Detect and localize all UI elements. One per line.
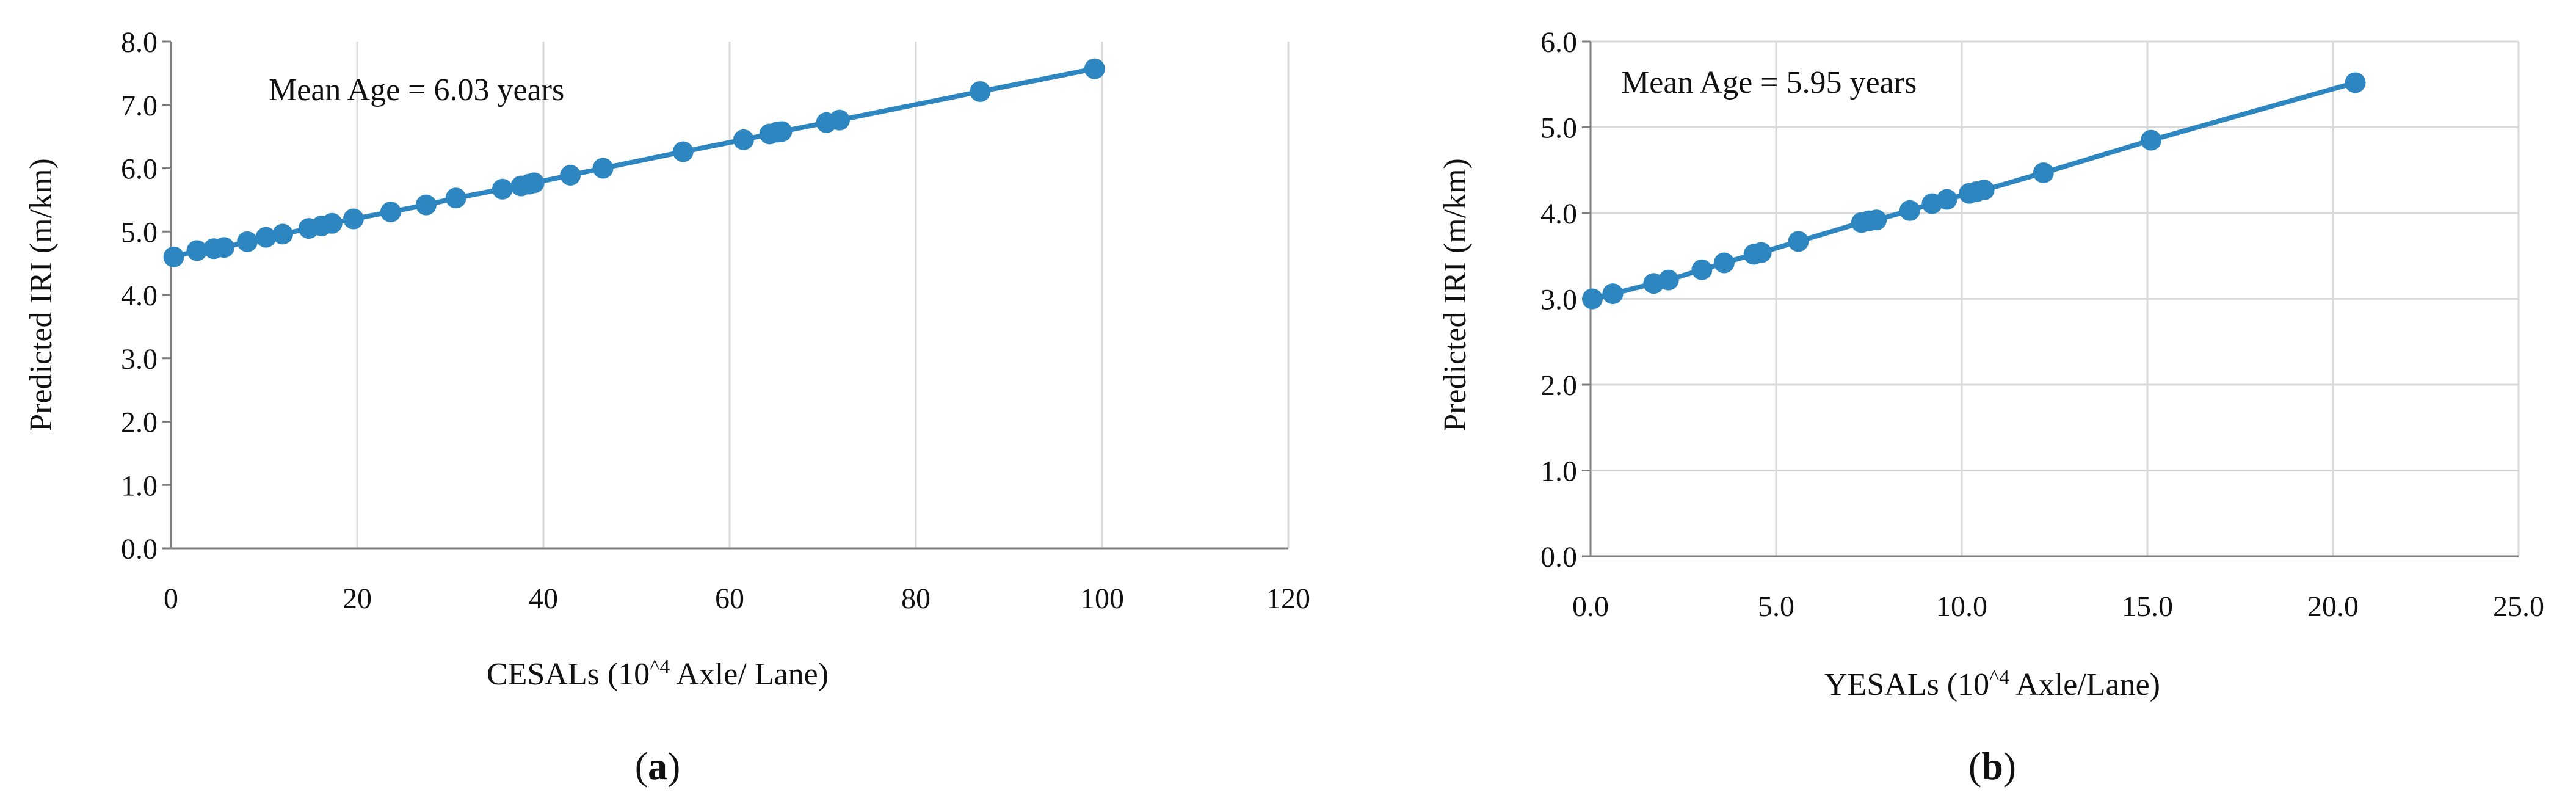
- chart-a-x-tick-label: 120: [1266, 583, 1310, 615]
- chart-a-data-point: [237, 231, 258, 252]
- chart-a-data-point: [829, 109, 850, 131]
- chart-b-x-tick-label: 15.0: [2122, 590, 2173, 623]
- chart-b-data-point: [1658, 269, 1679, 291]
- chart-a-data-point: [272, 223, 293, 245]
- chart-a-x-tick-label: 20: [343, 583, 372, 615]
- chart-a-y-tick-label: 2.0: [121, 407, 158, 439]
- chart-a-x-tick-label: 100: [1080, 583, 1124, 615]
- chart-b-data-point: [1713, 252, 1735, 274]
- chart-a-x-tick-label: 80: [901, 583, 931, 615]
- chart-a-x-axis-title-part2: Axle/ Lane): [670, 657, 829, 692]
- chart-a-y-tick-label: 6.0: [121, 153, 158, 186]
- chart-b-x-axis-title-part2: Axle/Lane): [2009, 667, 2160, 702]
- chart-b-x-tick-label: 10.0: [1936, 590, 1987, 623]
- chart-b-data-point: [1936, 189, 1957, 210]
- chart-a-data-point: [343, 208, 364, 230]
- chart-a-x-tick-label: 0: [164, 583, 178, 615]
- chart-b-data-point: [1866, 209, 1887, 231]
- chart-a-data-point: [733, 129, 754, 150]
- chart-a-data-point: [186, 240, 208, 261]
- chart-b-x-tick-labels: 0.0 5.0 10.0 15.0 20.0 25.0: [1572, 590, 2544, 623]
- chart-b-y-tick-label: 1.0: [1540, 456, 1577, 488]
- chart-b-data-point: [1691, 259, 1713, 280]
- chart-b-panel-letter: b: [1981, 744, 2003, 788]
- chart-a-data-point: [672, 141, 694, 162]
- chart-b-data-point: [1602, 283, 1624, 305]
- chart-b-x-tick-label: 5.0: [1758, 590, 1794, 623]
- chart-b-data-point: [1582, 288, 1603, 310]
- chart-b-x-axis-title-superscript: ^4: [1989, 666, 2009, 689]
- chart-a-data-point: [321, 212, 343, 234]
- chart-a-data-point: [592, 158, 614, 179]
- chart-a-data-point: [415, 194, 437, 216]
- chart-b-y-tick-label: 4.0: [1540, 198, 1577, 230]
- chart-a-annotation: Mean Age = 6.03 years: [269, 73, 564, 107]
- chart-b-gridlines: [1591, 40, 2520, 556]
- chart-b-data-point: [2033, 162, 2054, 183]
- chart-b-x-tick-label: 20.0: [2307, 590, 2359, 623]
- chart-a-y-tick-label: 4.0: [121, 280, 158, 312]
- chart-b-data-point: [1751, 242, 1772, 263]
- chart-b-annotation: Mean Age = 5.95 years: [1621, 65, 1917, 100]
- chart-b-series: [1582, 72, 2366, 310]
- chart-a-x-tick-label: 60: [715, 583, 744, 615]
- chart-a-y-tick-label: 7.0: [121, 90, 158, 122]
- chart-b-x-axis-title: YESALs (10^4 Axle/Lane): [1824, 666, 2160, 703]
- chart-a-y-tick-labels: 0.0 1.0 2.0 3.0 4.0 5.0 6.0 7.0 8.0: [121, 26, 158, 565]
- chart-a-y-tick-label: 0.0: [121, 533, 158, 565]
- chart-a-axes: [162, 40, 1288, 550]
- chart-a-y-tick-label: 8.0: [121, 26, 158, 59]
- chart-a-data-point: [255, 227, 277, 248]
- chart-a-panel-letter: a: [648, 744, 667, 788]
- chart-a-data-point: [380, 202, 401, 223]
- chart-b-y-tick-label: 6.0: [1540, 26, 1577, 59]
- chart-b-y-tick-label: 0.0: [1540, 541, 1577, 573]
- chart-a-x-axis-title-superscript: ^4: [650, 656, 670, 678]
- chart-a-data-point: [213, 237, 234, 258]
- chart-b-data-point: [1899, 200, 1920, 221]
- chart-a-gridlines: [356, 42, 1290, 548]
- chart-a-y-tick-label: 1.0: [121, 470, 158, 502]
- chart-a-data-point: [163, 246, 184, 267]
- chart-b-y-tick-label: 3.0: [1540, 284, 1577, 316]
- chart-a: 0.0 1.0 2.0 3.0 4.0 5.0 6.0 7.0 8.0 0 20 40 60 80 100…: [24, 26, 1310, 788]
- chart-a-data-point: [523, 172, 545, 194]
- chart-a-series: [163, 58, 1105, 267]
- chart-a-data-point: [1084, 58, 1105, 79]
- chart-b-x-tick-label: 25.0: [2493, 590, 2544, 623]
- chart-a-x-axis-title: CESALs (10^4 Axle/ Lane): [487, 656, 829, 692]
- chart-b-panel-label: (b): [1968, 744, 2016, 788]
- chart-a-x-axis-title-part1: CESALs (10: [487, 657, 650, 692]
- chart-b-y-tick-label: 2.0: [1540, 369, 1577, 402]
- chart-b-data-point: [2345, 72, 2366, 93]
- chart-b-y-tick-labels: 0.0 1.0 2.0 3.0 4.0 5.0 6.0: [1540, 26, 1577, 573]
- chart-b-data-point: [1788, 231, 1809, 252]
- chart-a-data-point: [492, 178, 513, 200]
- chart-b-y-axis-title: Predicted IRI (m/km): [1438, 158, 1473, 432]
- chart-b-data-point: [1973, 180, 1995, 201]
- chart-a-x-tick-labels: 0 20 40 60 80 100 120: [164, 583, 1310, 615]
- chart-a-x-tick-label: 40: [529, 583, 558, 615]
- chart-b-y-tick-label: 5.0: [1540, 112, 1577, 145]
- chart-a-y-axis-title: Predicted IRI (m/km): [24, 158, 59, 432]
- chart-a-data-point: [445, 187, 466, 209]
- chart-a-y-tick-label: 5.0: [121, 216, 158, 249]
- chart-a-y-tick-label: 3.0: [121, 343, 158, 376]
- chart-a-data-point: [771, 121, 793, 142]
- chart-b: 0.0 1.0 2.0 3.0 4.0 5.0 6.0 0.0 5.0 10.0 15.0 20.0…: [1438, 26, 2544, 788]
- chart-a-panel-label: (a): [635, 744, 681, 788]
- chart-a-data-point: [970, 81, 991, 102]
- chart-b-data-point: [2141, 129, 2162, 151]
- chart-b-x-axis-title-part1: YESALs (10: [1824, 667, 1989, 702]
- chart-a-data-point: [560, 164, 581, 186]
- chart-b-x-tick-label: 0.0: [1572, 590, 1609, 623]
